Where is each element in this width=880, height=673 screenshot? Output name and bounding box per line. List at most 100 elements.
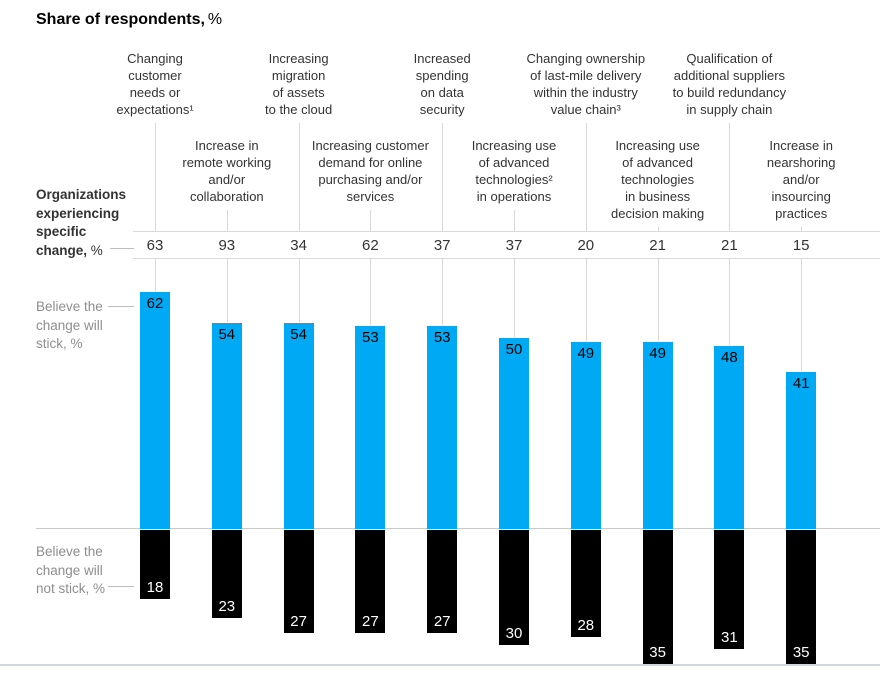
column-header-line: expectations¹ xyxy=(116,102,194,117)
bar-leader-line xyxy=(801,259,803,372)
column-header-line: additional suppliers xyxy=(673,68,786,83)
legend-organizations-line: Organizations xyxy=(36,187,127,202)
bar-leader-line xyxy=(657,259,659,341)
legend-stick-line: stick, % xyxy=(36,336,83,351)
bar-stick-value: 54 xyxy=(218,325,236,343)
column-header-line: Qualification of xyxy=(686,51,773,66)
column-header: Increasing use of advanced technologies² in… xyxy=(436,137,592,205)
column-header-line: of last-mile delivery xyxy=(530,68,642,83)
header-leader-line xyxy=(155,123,156,231)
column-header-line: Increasing xyxy=(268,51,329,66)
bar-stick-value: 49 xyxy=(577,344,595,362)
organizations-value: 37 xyxy=(433,237,451,254)
bar-not-stick-value: 23 xyxy=(218,597,236,615)
column-header-line: Increasing use xyxy=(615,138,700,153)
column-header: Increase in nearshoring and/or insourcing pr… xyxy=(723,137,879,222)
organizations-value: 37 xyxy=(505,237,523,254)
legend-organizations-line4: change, xyxy=(36,242,88,258)
bar-not-stick-value: 35 xyxy=(792,643,810,661)
column-header-line: Increase in xyxy=(195,138,259,153)
column-header-line: nearshoring xyxy=(766,155,836,170)
bar-stick: 48 xyxy=(714,345,745,529)
bar-not-stick: 18 xyxy=(140,530,170,599)
column-header-line: spending xyxy=(415,68,469,83)
column-header-line: within the industry xyxy=(533,85,638,100)
bar-stick: 49 xyxy=(642,341,673,529)
values-band-top-rule xyxy=(133,231,880,232)
chart-title-text: Share of respondents, xyxy=(36,11,205,28)
header-leader-line xyxy=(514,210,515,231)
column-header-line: security xyxy=(419,102,465,117)
column-header-line: Changing ownership xyxy=(526,51,646,66)
legend-not-stick-line: Believe the xyxy=(36,544,103,559)
legend-organizations-unit: % xyxy=(90,242,103,258)
column-header: Increasing migration of assets to the cloud xyxy=(221,50,377,118)
organizations-value: 20 xyxy=(577,237,595,254)
bar-stick-value: 48 xyxy=(721,348,738,366)
bar-not-stick: 28 xyxy=(570,530,601,638)
legend-stick-line: Believe the xyxy=(36,299,103,314)
bar-not-stick: 23 xyxy=(211,530,242,618)
bar-not-stick: 27 xyxy=(283,530,314,634)
bar-stick: 54 xyxy=(283,322,314,529)
column-header-line: on data xyxy=(420,85,464,100)
bar-not-stick: 31 xyxy=(714,530,745,649)
bar-stick: 50 xyxy=(499,337,529,529)
bar-stick: 53 xyxy=(355,326,386,529)
legend-not-stick-line: not stick, % xyxy=(36,581,106,596)
column-header-line: Increasing customer xyxy=(311,138,429,153)
bar-not-stick: 30 xyxy=(499,530,529,645)
bar-leader-line xyxy=(370,259,372,326)
column-header: Changing customer needs or expectations¹ xyxy=(77,50,233,118)
column-header-line: purchasing and/or xyxy=(318,172,423,187)
bar-not-stick-value: 27 xyxy=(362,613,379,631)
column-header-line: insourcing xyxy=(771,189,831,204)
bottom-rule xyxy=(0,664,880,666)
column-header: Changing ownership of last-mile delivery w… xyxy=(508,50,664,118)
column-header-line: in operations xyxy=(476,189,552,204)
column-header-line: demand for online xyxy=(318,155,423,170)
bar-leader-line xyxy=(729,259,731,345)
header-leader-line xyxy=(801,227,803,231)
legend-stick-line: change will xyxy=(36,317,103,333)
bar-leader-line xyxy=(155,259,156,291)
bar-leader-line xyxy=(226,259,228,322)
column-header-line: services xyxy=(346,189,395,204)
bar-stick: 54 xyxy=(211,322,242,529)
bar-stick-value: 54 xyxy=(290,325,307,343)
bar-stick-value: 50 xyxy=(505,340,523,358)
bar-not-stick: 27 xyxy=(355,530,386,634)
column-header-line: collaboration xyxy=(189,189,264,204)
chart-title: Share of respondents,% xyxy=(36,11,222,29)
zero-baseline xyxy=(36,528,880,529)
column-header-line: Changing xyxy=(127,51,183,66)
organizations-value: 21 xyxy=(649,237,666,254)
bar-leader-line xyxy=(442,259,444,326)
organizations-value: 62 xyxy=(362,237,379,254)
column-header: Increased spending on data security xyxy=(364,50,520,118)
bar-not-stick: 27 xyxy=(427,530,458,634)
header-leader-line xyxy=(729,123,731,231)
column-header-line: in business xyxy=(625,189,691,204)
legend-organizations-line: change, % xyxy=(36,242,126,261)
column-header: Increasing use of advanced technologies in … xyxy=(580,137,736,222)
column-header-line: technologies² xyxy=(475,172,553,187)
column-header-line: in supply chain xyxy=(686,102,773,117)
legend-organizations-leader-dash xyxy=(110,248,134,249)
column-header: Increase in remote working and/or collabora… xyxy=(149,137,305,205)
bar-stick-value: 53 xyxy=(362,329,379,347)
column-header-line: technologies xyxy=(621,172,695,187)
header-leader-line xyxy=(226,210,228,231)
column-header-line: needs or xyxy=(129,85,181,100)
legend-stick: Believe the change will stick, % xyxy=(36,298,103,354)
column-header-line: remote working xyxy=(182,155,272,170)
chart-title-unit: % xyxy=(207,11,223,28)
bar-stick: 53 xyxy=(427,326,458,529)
organizations-value: 34 xyxy=(290,237,307,254)
header-leader-line xyxy=(657,227,659,231)
bar-not-stick: 35 xyxy=(642,530,673,664)
header-leader-line xyxy=(442,123,444,231)
column-header-line: Increased xyxy=(413,51,471,66)
bar-not-stick-value: 27 xyxy=(433,613,451,631)
column-header: Increasing customer demand for online purc… xyxy=(292,137,448,205)
